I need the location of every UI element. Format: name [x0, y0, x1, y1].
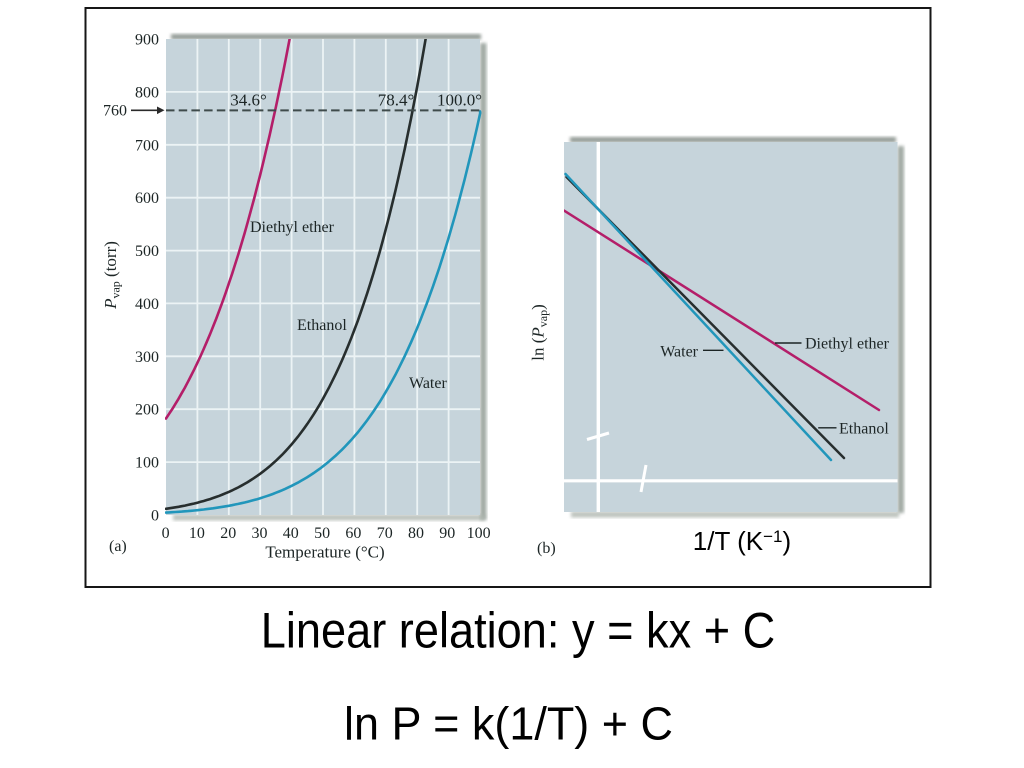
svg-text:0: 0: [162, 525, 170, 542]
svg-text:40: 40: [283, 525, 299, 542]
svg-text:(a): (a): [109, 538, 127, 555]
svg-text:10: 10: [189, 525, 205, 542]
svg-text:20: 20: [220, 525, 236, 542]
svg-text:90: 90: [439, 525, 455, 542]
svg-text:Ethanol: Ethanol: [839, 421, 889, 438]
svg-text:Pvap (torr): Pvap (torr): [101, 241, 123, 310]
svg-text:100: 100: [467, 525, 491, 542]
svg-text:Diethyl ether: Diethyl ether: [805, 336, 890, 353]
svg-text:400: 400: [135, 296, 159, 313]
svg-text:0: 0: [151, 508, 159, 525]
svg-text:700: 700: [135, 137, 159, 154]
svg-text:Water: Water: [660, 344, 698, 361]
svg-text:100.0°: 100.0°: [437, 91, 482, 110]
svg-text:(b): (b): [537, 540, 556, 557]
svg-text:30: 30: [252, 525, 268, 542]
svg-text:800: 800: [135, 84, 159, 101]
svg-text:600: 600: [135, 190, 159, 207]
svg-text:300: 300: [135, 349, 159, 366]
svg-text:Water: Water: [409, 375, 447, 392]
svg-text:Ethanol: Ethanol: [297, 317, 347, 334]
svg-text:34.6°: 34.6°: [230, 91, 267, 110]
svg-text:500: 500: [135, 243, 159, 260]
svg-text:78.4°: 78.4°: [378, 91, 415, 110]
svg-text:50: 50: [314, 525, 330, 542]
svg-text:Diethyl ether: Diethyl ether: [250, 219, 335, 236]
svg-text:60: 60: [345, 525, 361, 542]
svg-text:Linear relation: y = kx + C: Linear relation: y = kx + C: [261, 603, 776, 659]
svg-text:ln P = k(1/T) + C: ln P = k(1/T) + C: [344, 698, 673, 750]
svg-text:760: 760: [103, 103, 127, 120]
svg-text:80: 80: [408, 525, 424, 542]
svg-text:Temperature (°C): Temperature (°C): [265, 543, 384, 562]
svg-text:100: 100: [135, 455, 159, 472]
svg-text:70: 70: [377, 525, 393, 542]
svg-text:200: 200: [135, 402, 159, 419]
svg-text:900: 900: [135, 32, 159, 49]
